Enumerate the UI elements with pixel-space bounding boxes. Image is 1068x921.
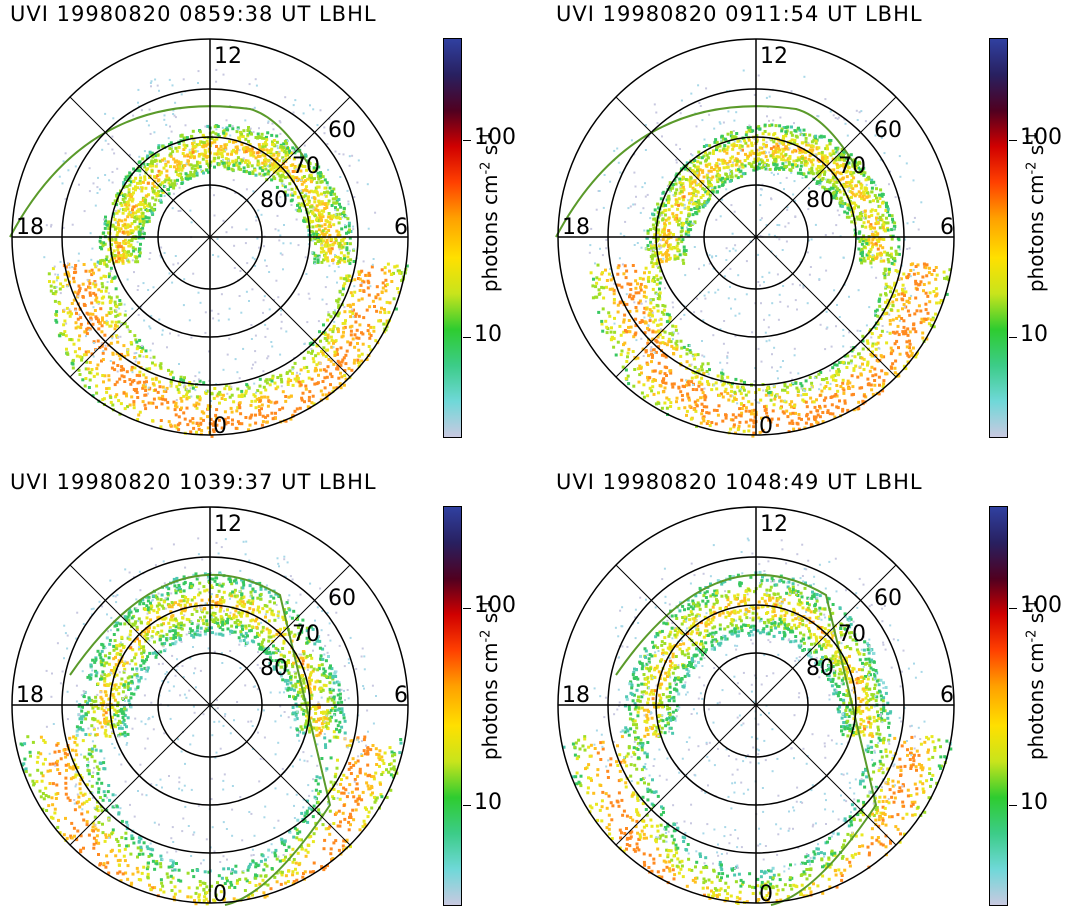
mlt-label-0: 0 — [759, 882, 773, 907]
colorbar-label-exp2: -1 — [478, 132, 493, 145]
colorbar-label: photons cm-2 s-1 — [1024, 580, 1048, 780]
lat-label-80: 80 — [260, 656, 288, 681]
lat-label-70: 70 — [838, 622, 866, 647]
colorbar — [989, 506, 1008, 906]
colorbar-label-mid: s — [1024, 613, 1048, 630]
colorbar-label-main: photons cm — [1024, 643, 1048, 761]
lat-label-60: 60 — [328, 586, 356, 611]
colorbar-label-mid: s — [478, 145, 502, 162]
lat-label-60: 60 — [874, 118, 902, 143]
lat-label-80: 80 — [260, 188, 288, 213]
colorbar — [989, 38, 1008, 438]
colorbar-tick-label-10: 10 — [474, 790, 502, 815]
colorbar-tick-100 — [1009, 140, 1017, 141]
colorbar-label-exp2: -1 — [478, 600, 493, 613]
colorbar — [443, 506, 462, 906]
mlt-label-0: 0 — [759, 414, 773, 439]
colorbar-tick-10 — [1009, 337, 1017, 338]
mlt-label-12: 12 — [760, 512, 788, 537]
colorbar-label-exp1: -2 — [1024, 630, 1039, 643]
lat-label-70: 70 — [292, 154, 320, 179]
colorbar-label-exp2: -1 — [1024, 132, 1039, 145]
colorbar-label-main: photons cm — [478, 175, 502, 293]
colorbar-tick-100 — [463, 608, 471, 609]
colorbar-label-mid: s — [478, 613, 502, 630]
mlt-label-6: 6 — [394, 215, 408, 240]
lat-label-80: 80 — [806, 188, 834, 213]
colorbar-tick-label-10: 10 — [1020, 322, 1048, 347]
lat-label-80: 80 — [806, 656, 834, 681]
colorbar-label: photons cm-2 s-1 — [478, 580, 502, 780]
mlt-label-6: 6 — [394, 683, 408, 708]
colorbar-tick-label-10: 10 — [474, 322, 502, 347]
lat-label-70: 70 — [292, 622, 320, 647]
colorbar-label: photons cm-2 s-1 — [478, 112, 502, 312]
mlt-label-18: 18 — [562, 683, 590, 708]
colorbar-label-main: photons cm — [478, 643, 502, 761]
mlt-label-18: 18 — [16, 215, 44, 240]
colorbar-tick-label-10: 10 — [1020, 790, 1048, 815]
colorbar-tick-10 — [463, 805, 471, 806]
mlt-label-6: 6 — [940, 215, 954, 240]
colorbar-tick-100 — [463, 140, 471, 141]
colorbar-label-exp1: -2 — [1024, 162, 1039, 175]
mlt-label-0: 0 — [213, 882, 227, 907]
mlt-label-18: 18 — [562, 215, 590, 240]
mlt-label-12: 12 — [760, 44, 788, 69]
colorbar-label: photons cm-2 s-1 — [1024, 112, 1048, 312]
lat-label-60: 60 — [328, 118, 356, 143]
mlt-label-12: 12 — [214, 512, 242, 537]
mlt-label-18: 18 — [16, 683, 44, 708]
colorbar-label-exp1: -2 — [478, 162, 493, 175]
mlt-label-0: 0 — [213, 414, 227, 439]
colorbar-label-exp2: -1 — [1024, 600, 1039, 613]
lat-label-70: 70 — [838, 154, 866, 179]
mlt-label-12: 12 — [214, 44, 242, 69]
colorbar — [443, 38, 462, 438]
colorbar-label-main: photons cm — [1024, 175, 1048, 293]
mlt-label-6: 6 — [940, 683, 954, 708]
colorbar-label-exp1: -2 — [478, 630, 493, 643]
colorbar-tick-100 — [1009, 608, 1017, 609]
lat-label-60: 60 — [874, 586, 902, 611]
colorbar-label-mid: s — [1024, 145, 1048, 162]
colorbar-tick-10 — [463, 337, 471, 338]
colorbar-tick-10 — [1009, 805, 1017, 806]
